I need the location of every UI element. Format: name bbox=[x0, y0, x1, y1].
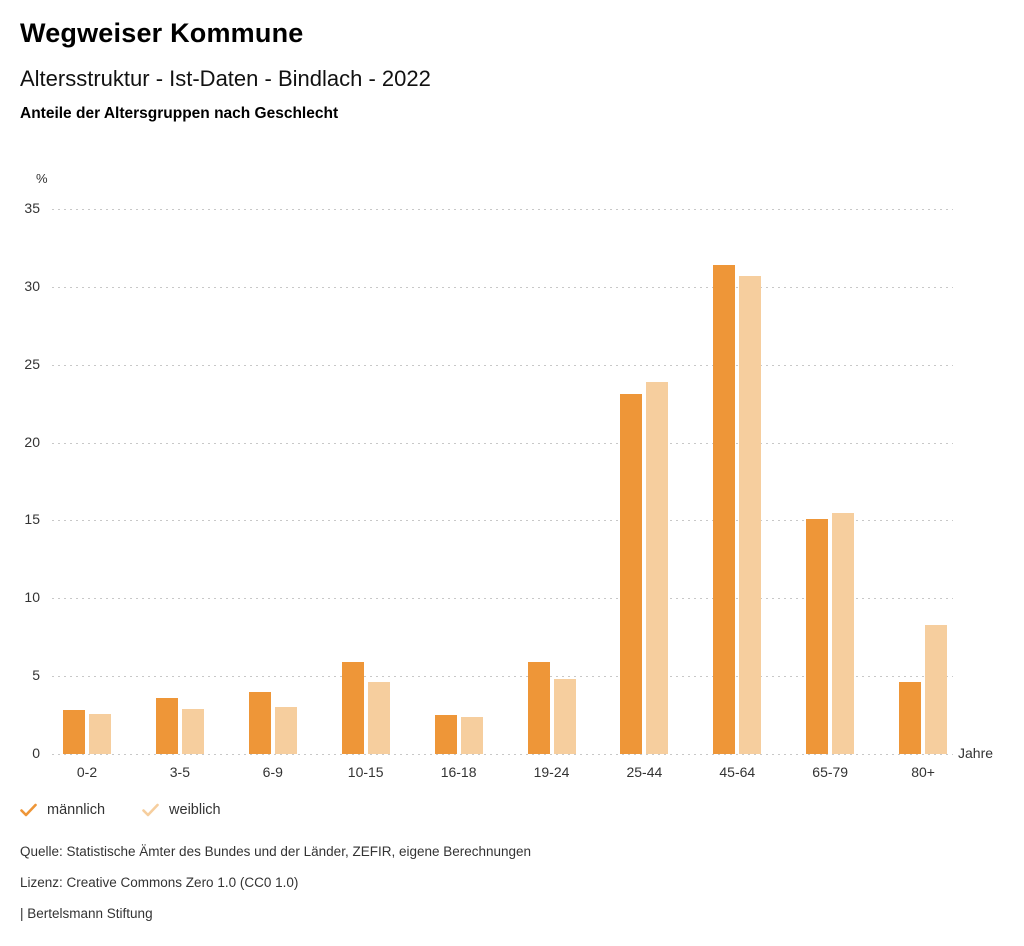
gridline bbox=[52, 754, 953, 755]
x-tick-label: 80+ bbox=[911, 764, 935, 780]
bar-weiblich-16-18[interactable] bbox=[460, 716, 483, 754]
x-tick-label: 65-79 bbox=[812, 764, 849, 780]
y-tick-label: 0 bbox=[32, 745, 40, 761]
bar-maennlich-45-64[interactable] bbox=[713, 265, 736, 754]
chart-caption: Anteile der Altersgruppen nach Geschlech… bbox=[20, 105, 339, 122]
gridline bbox=[52, 598, 953, 600]
x-axis-unit-label: Jahre bbox=[958, 745, 994, 761]
chart-legend: männlich weiblich bbox=[20, 802, 221, 818]
y-tick-label: 10 bbox=[24, 589, 40, 606]
bar-weiblich-19-24[interactable] bbox=[553, 679, 576, 754]
check-icon bbox=[20, 803, 37, 817]
gridline bbox=[52, 520, 953, 522]
bar-maennlich-0-2[interactable] bbox=[63, 710, 85, 754]
bar-weiblich-3-5[interactable] bbox=[181, 708, 204, 754]
bar-maennlich-16-18[interactable] bbox=[434, 715, 457, 754]
bar-weiblich-0-2[interactable] bbox=[89, 713, 111, 754]
y-tick-label: 20 bbox=[24, 433, 40, 450]
legend-item-weiblich[interactable]: weiblich bbox=[142, 802, 221, 818]
bar-weiblich-45-64[interactable] bbox=[739, 275, 762, 754]
gridline bbox=[52, 364, 953, 366]
y-tick-label: 25 bbox=[24, 355, 40, 372]
legend-label-weiblich: weiblich bbox=[169, 802, 221, 818]
y-axis-unit-label: % bbox=[36, 171, 48, 186]
x-tick-label: 45-64 bbox=[719, 764, 756, 780]
y-tick-label: 35 bbox=[24, 200, 40, 216]
x-tick-label: 6-9 bbox=[262, 764, 283, 780]
gridline bbox=[52, 442, 953, 444]
bar-weiblich-10-15[interactable] bbox=[367, 682, 390, 754]
source-text: Quelle: Statistische Ämter des Bundes un… bbox=[20, 844, 532, 859]
check-icon bbox=[142, 803, 159, 817]
bar-maennlich-10-15[interactable] bbox=[341, 662, 364, 754]
attribution-text: | Bertelsmann Stiftung bbox=[20, 906, 153, 921]
y-tick-label: 5 bbox=[32, 667, 40, 684]
bar-weiblich-25-44[interactable] bbox=[646, 381, 669, 754]
bar-maennlich-6-9[interactable] bbox=[248, 691, 271, 754]
page-title: Wegweiser Kommune bbox=[20, 18, 304, 48]
bar-maennlich-25-44[interactable] bbox=[620, 394, 643, 754]
x-tick-label: 19-24 bbox=[533, 764, 570, 780]
bar-weiblich-80+[interactable] bbox=[925, 624, 948, 754]
license-text: Lizenz: Creative Commons Zero 1.0 (CC0 1… bbox=[20, 875, 299, 890]
bar-weiblich-65-79[interactable] bbox=[832, 512, 855, 754]
x-tick-label: 10-15 bbox=[347, 764, 384, 780]
x-tick-label: 0-2 bbox=[76, 764, 98, 780]
gridline bbox=[52, 286, 953, 288]
x-tick-label: 16-18 bbox=[440, 764, 477, 780]
y-tick-label: 30 bbox=[24, 277, 40, 294]
x-tick-label: 3-5 bbox=[169, 764, 191, 780]
bar-maennlich-3-5[interactable] bbox=[155, 697, 178, 754]
bar-maennlich-65-79[interactable] bbox=[806, 518, 829, 754]
gridline bbox=[52, 676, 953, 678]
y-tick-label: 15 bbox=[24, 511, 40, 528]
legend-label-maennlich: männlich bbox=[47, 802, 106, 818]
gridline bbox=[52, 209, 953, 210]
bar-weiblich-6-9[interactable] bbox=[274, 707, 297, 754]
x-tick-label: 25-44 bbox=[626, 764, 663, 780]
legend-item-maennlich[interactable]: männlich bbox=[20, 802, 105, 818]
bar-maennlich-19-24[interactable] bbox=[527, 662, 550, 754]
chart-subtitle: Altersstruktur - Ist-Daten - Bindlach - … bbox=[20, 66, 431, 91]
bar-maennlich-80+[interactable] bbox=[899, 682, 922, 754]
